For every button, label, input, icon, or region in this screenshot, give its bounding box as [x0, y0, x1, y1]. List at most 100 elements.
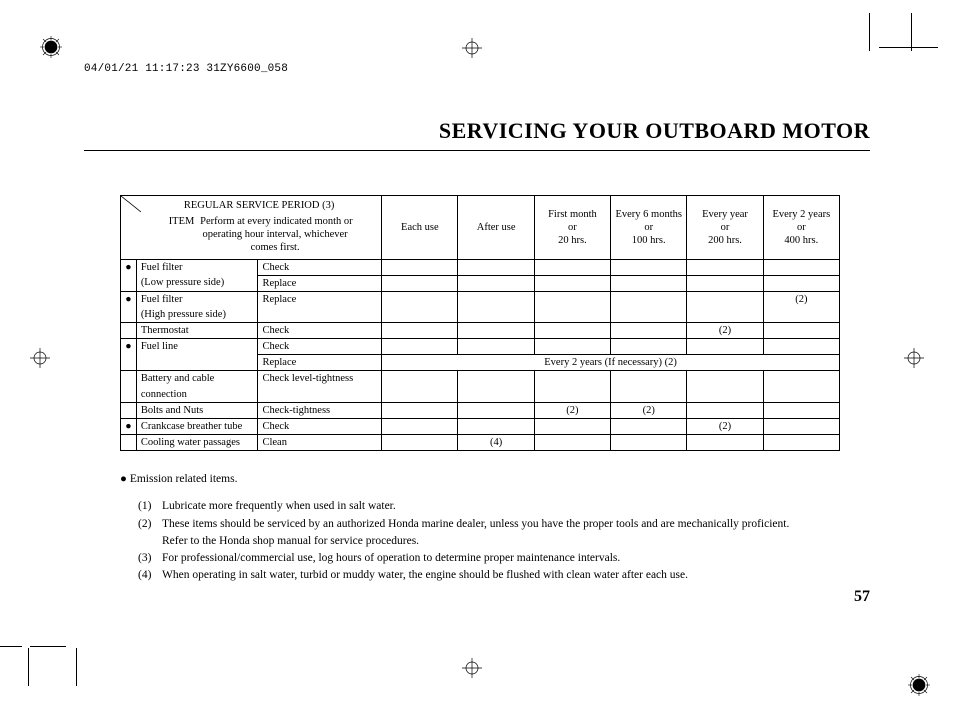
table-cell	[687, 434, 763, 450]
crop-mark	[76, 648, 77, 686]
table-cell: (2)	[534, 402, 610, 418]
table-cell	[687, 291, 763, 322]
table-cell	[687, 339, 763, 355]
table-cell	[458, 275, 534, 291]
table-cell	[458, 259, 534, 275]
note-row: (4)When operating in salt water, turbid …	[138, 567, 870, 584]
table-cell: Check	[258, 259, 382, 275]
table-cell	[458, 339, 534, 355]
table-cell	[136, 355, 258, 371]
table-header-desc: Perform at every indicated month or	[200, 216, 353, 227]
note-text: Lubricate more frequently when used in s…	[162, 498, 396, 515]
crop-mark	[30, 646, 66, 647]
emission-note: ● Emission related items.	[120, 471, 870, 488]
crop-mark	[912, 47, 938, 48]
note-row: Refer to the Honda shop manual for servi…	[138, 533, 870, 550]
table-header-item-label: ITEM	[166, 215, 198, 228]
table-cell	[534, 339, 610, 355]
table-cell	[534, 418, 610, 434]
table-cell	[121, 323, 137, 339]
table-cell: Fuel line	[136, 339, 258, 355]
col-header: After use	[458, 196, 534, 260]
table-cell	[611, 259, 687, 275]
crop-mark	[879, 47, 915, 48]
table-cell	[458, 371, 534, 402]
table-cell	[382, 275, 458, 291]
table-cell: (High pressure side)	[136, 307, 258, 323]
table-cell: Crankcase breather tube	[136, 418, 258, 434]
table-cell	[611, 371, 687, 402]
table-cell	[611, 418, 687, 434]
table-cell	[763, 339, 839, 355]
title-underline	[84, 150, 870, 151]
note-number	[138, 533, 162, 550]
table-cell: (4)	[458, 434, 534, 450]
registration-sun-icon	[40, 36, 62, 58]
crop-mark	[911, 13, 912, 51]
registration-cross-icon	[462, 658, 482, 678]
table-cell	[534, 259, 610, 275]
page-content: SERVICING YOUR OUTBOARD MOTOR REGULAR SE…	[84, 118, 870, 585]
table-cell	[458, 402, 534, 418]
table-cell	[121, 355, 137, 371]
table-cell: (2)	[687, 323, 763, 339]
table-cell	[121, 371, 137, 402]
page-title: SERVICING YOUR OUTBOARD MOTOR	[84, 118, 870, 144]
table-cell	[121, 275, 137, 291]
table-cell	[534, 371, 610, 402]
note-text: For professional/commercial use, log hou…	[162, 550, 620, 567]
table-cell	[534, 275, 610, 291]
notes-section: ● Emission related items. (1)Lubricate m…	[120, 471, 870, 585]
note-text: Refer to the Honda shop manual for servi…	[162, 533, 419, 550]
table-cell: (Low pressure side)	[136, 275, 258, 291]
table-cell: (2)	[763, 291, 839, 322]
table-cell	[121, 402, 137, 418]
table-cell	[382, 434, 458, 450]
table-cell: Check	[258, 323, 382, 339]
table-cell	[763, 402, 839, 418]
table-cell	[763, 323, 839, 339]
col-header: First monthor20 hrs.	[534, 196, 610, 260]
table-cell	[121, 434, 137, 450]
table-cell	[611, 339, 687, 355]
col-header: Every 2 yearsor400 hrs.	[763, 196, 839, 260]
table-cell	[534, 291, 610, 322]
note-text: When operating in salt water, turbid or …	[162, 567, 688, 584]
table-cell: Check-tightness	[258, 402, 382, 418]
table-cell: Bolts and Nuts	[136, 402, 258, 418]
col-header: Every yearor200 hrs.	[687, 196, 763, 260]
table-cell: Cooling water passages	[136, 434, 258, 450]
note-row: (1)Lubricate more frequently when used i…	[138, 498, 870, 515]
table-cell: Fuel filter	[136, 259, 258, 275]
crop-mark	[28, 648, 29, 686]
table-cell	[382, 418, 458, 434]
note-number: (4)	[138, 567, 162, 584]
page-number: 57	[854, 588, 870, 606]
table-cell: Clean	[258, 434, 382, 450]
table-cell: Replace	[258, 291, 382, 322]
table-cell	[763, 418, 839, 434]
table-cell: ●	[121, 259, 137, 275]
note-number: (3)	[138, 550, 162, 567]
note-number: (1)	[138, 498, 162, 515]
table-cell: (2)	[611, 402, 687, 418]
table-cell	[763, 371, 839, 402]
registration-sun-icon	[908, 674, 930, 696]
maintenance-table: REGULAR SERVICE PERIOD (3) ITEM Perform …	[120, 195, 840, 451]
table-cell: ●	[121, 339, 137, 355]
table-cell: (2)	[687, 418, 763, 434]
table-cell	[382, 339, 458, 355]
table-cell	[687, 259, 763, 275]
table-cell	[687, 371, 763, 402]
table-cell: Check	[258, 339, 382, 355]
table-cell	[382, 291, 458, 322]
table-cell	[611, 291, 687, 322]
table-cell	[687, 275, 763, 291]
table-cell	[458, 323, 534, 339]
table-cell: connection	[136, 387, 258, 403]
note-text: These items should be serviced by an aut…	[162, 516, 789, 533]
table-cell	[382, 402, 458, 418]
crop-mark	[0, 646, 22, 647]
table-cell	[534, 323, 610, 339]
table-cell: ●	[121, 291, 137, 322]
